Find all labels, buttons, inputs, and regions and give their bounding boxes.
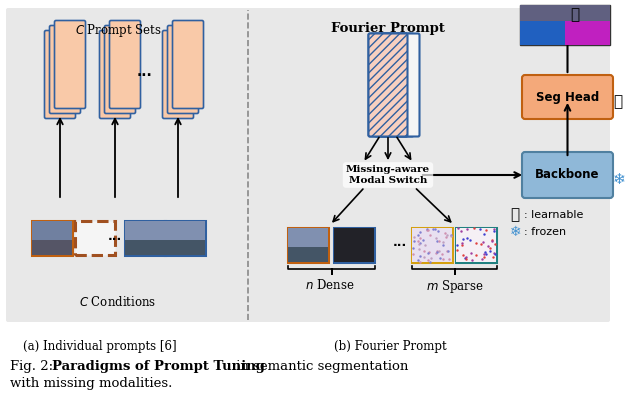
- Text: ...: ...: [393, 237, 407, 249]
- FancyBboxPatch shape: [75, 221, 115, 255]
- Text: $\mathit{m}$ Sparse: $\mathit{m}$ Sparse: [426, 278, 484, 295]
- Bar: [456, 228, 496, 262]
- Text: : learnable: : learnable: [524, 210, 584, 220]
- Text: Paradigms of Prompt Tuning: Paradigms of Prompt Tuning: [52, 360, 265, 373]
- FancyBboxPatch shape: [381, 34, 419, 136]
- Bar: [125, 221, 165, 240]
- Bar: [334, 228, 374, 262]
- Bar: [565, 21, 610, 45]
- Text: Seg Head: Seg Head: [536, 91, 599, 103]
- FancyBboxPatch shape: [49, 26, 81, 113]
- FancyBboxPatch shape: [412, 228, 452, 262]
- FancyBboxPatch shape: [109, 20, 141, 109]
- FancyBboxPatch shape: [32, 221, 72, 255]
- Text: 🔥: 🔥: [570, 8, 580, 22]
- FancyBboxPatch shape: [369, 34, 408, 136]
- Text: ...: ...: [137, 65, 153, 79]
- FancyBboxPatch shape: [173, 20, 204, 109]
- FancyBboxPatch shape: [125, 221, 165, 255]
- Text: Fourier Prompt: Fourier Prompt: [331, 22, 445, 35]
- FancyBboxPatch shape: [522, 152, 613, 198]
- FancyBboxPatch shape: [456, 228, 496, 262]
- Text: ❄: ❄: [613, 172, 626, 188]
- Bar: [520, 5, 610, 45]
- FancyBboxPatch shape: [45, 30, 76, 119]
- Bar: [32, 221, 72, 240]
- Bar: [412, 228, 452, 262]
- Text: Backbone: Backbone: [535, 168, 600, 182]
- FancyBboxPatch shape: [168, 26, 198, 113]
- FancyBboxPatch shape: [369, 34, 408, 136]
- FancyBboxPatch shape: [288, 228, 328, 262]
- Text: ❄: ❄: [510, 225, 522, 239]
- FancyBboxPatch shape: [104, 26, 136, 113]
- Text: Missing-aware
Modal Switch: Missing-aware Modal Switch: [346, 165, 430, 185]
- Bar: [288, 247, 328, 262]
- FancyBboxPatch shape: [163, 30, 193, 119]
- Text: $\mathit{C}$ Conditions: $\mathit{C}$ Conditions: [79, 295, 157, 309]
- Bar: [165, 221, 205, 240]
- Bar: [165, 240, 205, 255]
- FancyBboxPatch shape: [374, 34, 413, 136]
- Text: (b) Fourier Prompt: (b) Fourier Prompt: [333, 340, 446, 353]
- Bar: [520, 21, 565, 45]
- Text: Fig. 2:: Fig. 2:: [10, 360, 58, 373]
- FancyBboxPatch shape: [6, 8, 610, 322]
- FancyBboxPatch shape: [54, 20, 86, 109]
- FancyBboxPatch shape: [334, 228, 374, 262]
- Text: $\mathit{C}$ Prompt Sets: $\mathit{C}$ Prompt Sets: [75, 22, 161, 39]
- Bar: [125, 240, 165, 255]
- Text: in semantic segmentation: in semantic segmentation: [232, 360, 408, 373]
- Bar: [520, 5, 610, 21]
- FancyBboxPatch shape: [99, 30, 131, 119]
- Text: ...: ...: [108, 229, 122, 243]
- Bar: [32, 240, 72, 255]
- Text: 🔥: 🔥: [510, 207, 519, 223]
- FancyBboxPatch shape: [522, 75, 613, 119]
- Text: $\mathit{n}$ Dense: $\mathit{n}$ Dense: [305, 278, 355, 292]
- Text: : frozen: : frozen: [524, 227, 566, 237]
- Text: with missing modalities.: with missing modalities.: [10, 377, 172, 390]
- Bar: [288, 228, 328, 247]
- Text: (a) Individual prompts [6]: (a) Individual prompts [6]: [23, 340, 177, 353]
- FancyBboxPatch shape: [165, 221, 205, 255]
- Text: 🔥: 🔥: [613, 95, 622, 109]
